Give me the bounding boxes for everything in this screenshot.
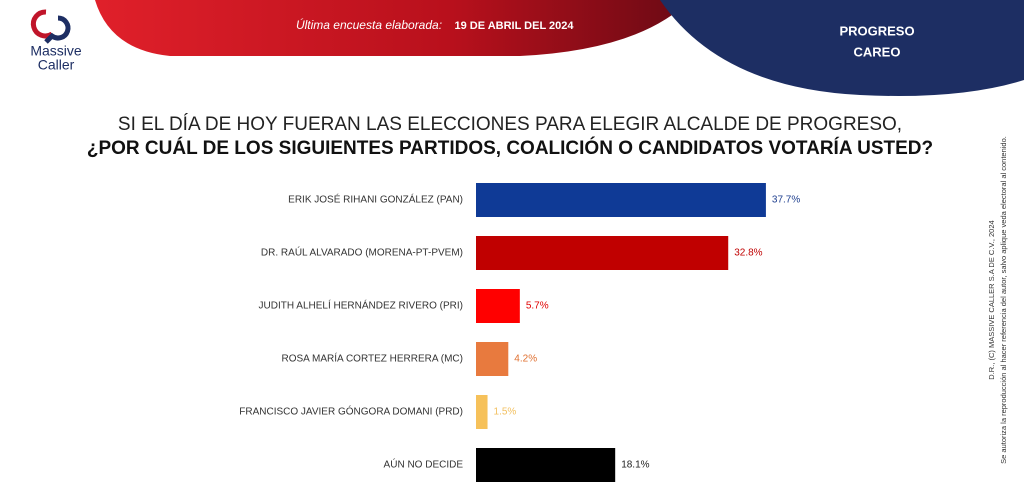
category-label: JUDITH ALHELÍ HERNÁNDEZ RIVERO (PRI): [259, 299, 463, 312]
bar: [476, 236, 729, 270]
notice: Se autoriza la reproducción al hacer ref…: [999, 136, 1008, 464]
bar: [476, 183, 766, 217]
logo-text: Massive: [30, 43, 82, 59]
copyright: D.R., (C) MASSIVE CALLER S.A DE C.V., 20…: [987, 220, 996, 379]
category-label: DR. RAÚL ALVARADO (MORENA-PT-PVEM): [261, 246, 463, 259]
category-label: ROSA MARÍA CORTEZ HERRERA (MC): [281, 352, 463, 365]
value-label: 32.8%: [734, 248, 762, 259]
header-band: [95, 0, 690, 56]
category-label: AÚN NO DECIDE: [384, 458, 464, 471]
logo: [30, 9, 71, 44]
value-label: 37.7%: [772, 195, 800, 206]
value-label: 1.5%: [494, 407, 517, 418]
category-label: FRANCISCO JAVIER GÓNGORA DOMANI (PRD): [239, 405, 463, 418]
header-circle: [660, 0, 1024, 96]
bar: [476, 289, 520, 323]
chart-subtitle: ¿POR CUÁL DE LOS SIGUIENTES PARTIDOS, CO…: [87, 137, 933, 159]
value-label: 18.1%: [621, 460, 649, 471]
place: PROGRESO: [839, 23, 914, 38]
bar: [476, 448, 616, 482]
mode: CAREO: [854, 44, 901, 59]
category-label: ERIK JOSÉ RIHANI GONZÁLEZ (PAN): [288, 193, 463, 206]
survey-label: Última encuesta elaborada:: [296, 17, 442, 32]
value-label: 4.2%: [514, 354, 537, 365]
value-label: 5.7%: [526, 301, 549, 312]
bar: [476, 395, 488, 429]
chart-title: SI EL DÍA DE HOY FUERAN LAS ELECCIONES P…: [118, 114, 902, 135]
bar: [476, 342, 509, 376]
survey-date: 19 DE ABRIL DEL 2024: [454, 20, 574, 32]
logo-text: Caller: [38, 57, 75, 73]
